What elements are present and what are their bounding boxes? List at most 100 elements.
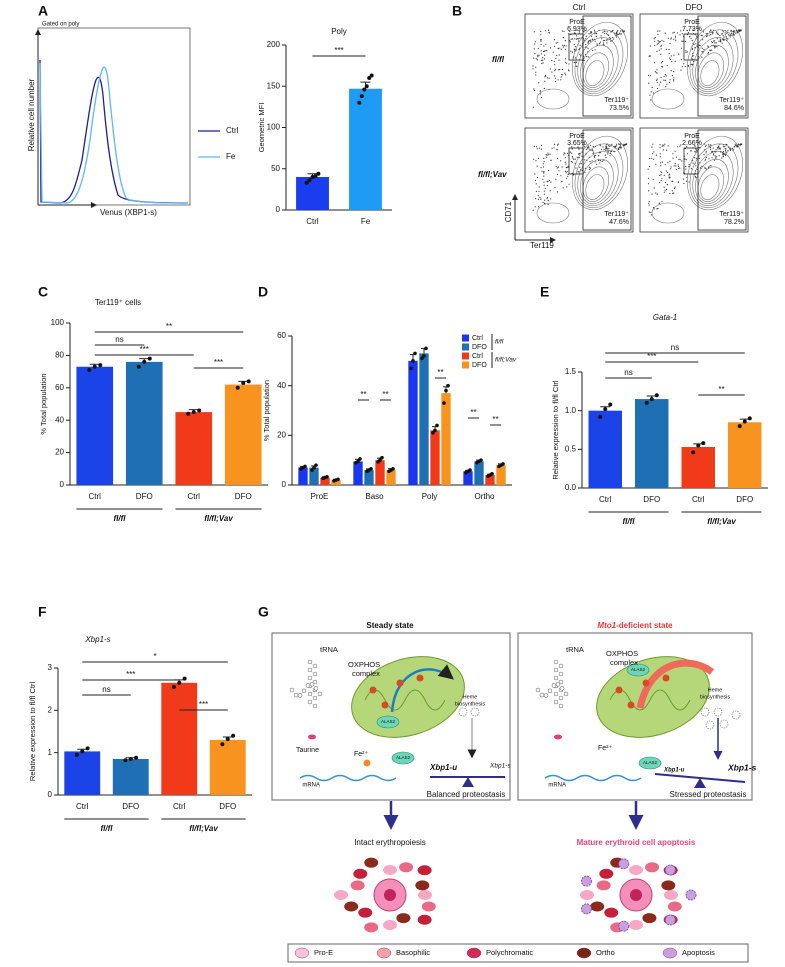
event-dot [578,38,580,40]
event-dot [649,55,651,57]
bar [728,422,762,488]
event-dot [661,62,663,64]
event-dot [563,45,566,47]
event-dot [566,166,568,168]
event-dot [669,79,671,81]
event-dot [668,53,670,55]
event-dot [540,167,542,169]
event-dot [573,48,575,50]
event-dot [712,31,714,33]
x-tick-label: Ctrl [306,217,319,226]
event-dot [667,145,669,147]
event-dot [571,161,574,163]
trna-base [307,691,313,697]
event-dot [557,157,559,159]
event-dot [602,31,604,33]
event-dot [669,160,671,162]
bar [635,399,669,488]
event-dot [701,39,704,41]
event-dot [727,146,730,148]
label: mRNA [548,783,566,789]
gate-percent: 6.93% [567,26,587,33]
event-dot [605,149,607,151]
label: Xbp1-u [429,763,457,772]
event-dot [539,90,541,92]
data-point [136,364,141,369]
event-dot [613,150,615,152]
event-dot [670,37,673,39]
event-dot [720,41,722,43]
nucleus [384,889,396,901]
event-dot [692,55,694,57]
ter119-gate [582,15,632,117]
y-axis-label: % Total population [39,373,48,434]
event-dot [669,192,671,195]
event-dot [571,148,573,150]
event-dot [705,150,707,152]
event-dot [540,40,542,42]
event-dot [652,178,654,180]
event-dot [547,200,549,202]
event-dot [602,146,604,148]
data-point [241,380,246,385]
x-tick-label: Baso [365,492,384,501]
event-dot [709,165,711,167]
event-dot [672,32,674,34]
heme [470,707,480,717]
event-dot [709,49,711,51]
event-dot [713,45,715,47]
heme [705,720,715,730]
event-dot [712,153,715,155]
event-dot [735,144,737,146]
event-dot [546,184,549,187]
event-dot [690,168,693,170]
event-dot [653,92,655,94]
event-dot [556,148,558,150]
event-dot [694,175,697,178]
y-axis-label: Relative cell number [27,78,36,151]
event-dot [566,186,568,188]
event-dot [721,42,723,44]
event-dot [648,82,650,84]
event-dot [614,151,616,153]
outcome: Intact erythropoiesis [354,838,426,847]
event-dot [542,166,545,168]
data-point [87,367,92,372]
event-dot [679,145,681,147]
significance-label: *** [334,46,343,55]
data-point [413,351,417,356]
event-dot [596,43,598,45]
cell [604,907,619,918]
event-dot [716,32,718,34]
data-point [422,354,426,358]
contour [692,37,734,93]
event-dot [619,146,621,148]
event-dot [661,61,664,63]
event-dot [554,187,556,189]
gate-percent: 3.65% [567,140,587,147]
event-dot [587,40,590,43]
y-tick-label: 200 [267,40,281,49]
event-dot [619,33,621,35]
event-dot [707,45,709,47]
event-dot [619,30,622,32]
significance-label: ** [360,390,366,399]
data-point [608,402,613,407]
data-point [303,464,307,469]
event-dot [542,57,544,59]
event-dot [595,35,598,38]
event-dot [718,40,720,42]
event-dot [546,154,548,156]
event-dot [650,211,652,213]
event-dot [649,94,651,96]
event-dot [729,36,731,38]
event-dot [574,158,576,160]
flow-plot [639,127,749,233]
event-dot [555,42,557,44]
y-axis-label: CD71 [504,201,513,222]
apoptotic-cell [685,889,697,901]
data-point [142,359,147,364]
event-dot [716,38,718,40]
data-point [691,450,696,455]
trna-base [553,667,559,673]
